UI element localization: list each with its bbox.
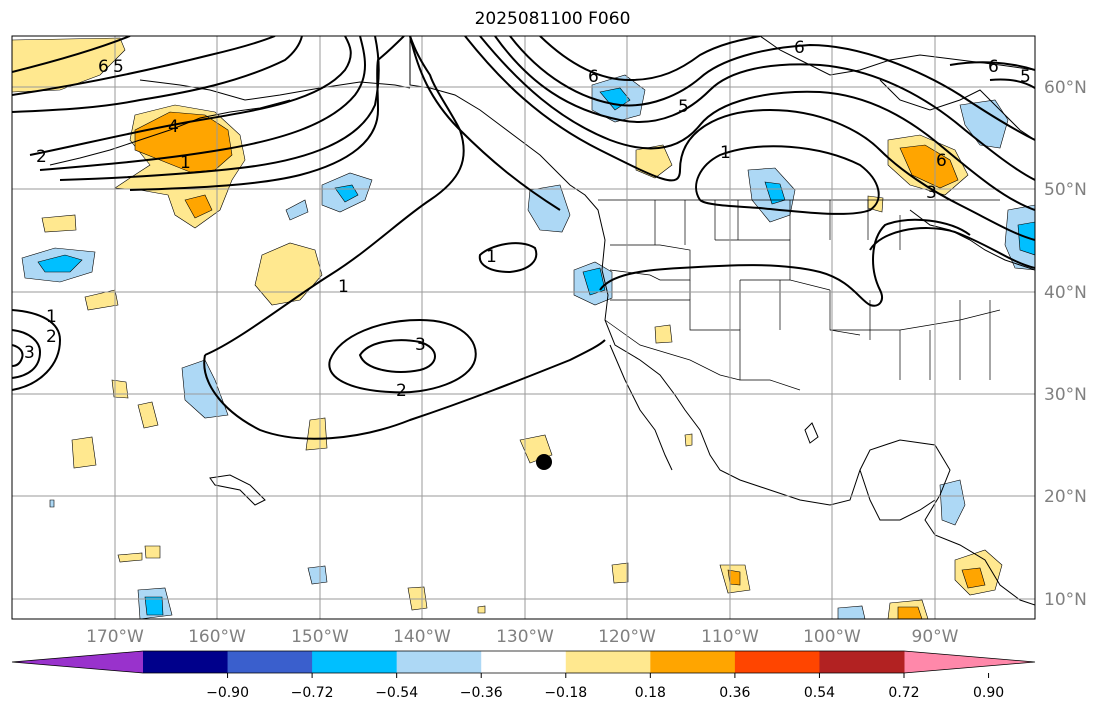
contour-label: 1 [338, 277, 349, 297]
contour-label: 6 [936, 151, 947, 171]
contour-lines [12, 36, 1035, 440]
contour-labels: 6 5 4 2 1 1 3 2 1 6 6 5 1 6 3 6 5 1 2 3 [24, 38, 1031, 401]
contour-label: 1 [720, 143, 731, 163]
lat-label: 60°N [1044, 78, 1087, 98]
storm-position-marker [536, 454, 552, 470]
colorbar-segment [734, 651, 820, 673]
lon-label: 110°W [701, 627, 759, 647]
latitude-labels: 60°N 50°N 40°N 30°N 20°N 10°N [1044, 78, 1087, 610]
lat-label: 20°N [1044, 487, 1087, 507]
map-area: 6 5 4 2 1 1 3 2 1 6 6 5 1 6 3 6 5 1 2 3 [12, 36, 1035, 619]
colorbar-tick-label: 0.90 [973, 685, 1004, 701]
colorbar-tick-label: 0.18 [635, 685, 666, 701]
contour-label: 3 [24, 343, 35, 363]
colorbar-segment [143, 651, 229, 673]
lon-label: 160°W [188, 627, 246, 647]
contour-label: 1 [486, 247, 497, 267]
map-title: 2025081100 F060 [474, 9, 631, 29]
contour-label: 6 [794, 38, 805, 58]
colorbar-segment [819, 651, 905, 673]
colorbar-tick-label: 0.36 [719, 685, 750, 701]
contour-label: 4 [168, 117, 179, 137]
contour-label: 3 [926, 183, 937, 203]
colorbar-tick-label: 0.54 [804, 685, 835, 701]
colorbar-tick-label: −0.36 [460, 685, 503, 701]
lat-label: 40°N [1044, 283, 1087, 303]
colorbar-tick-label: 0.72 [888, 685, 919, 701]
colorbar-segment [396, 651, 482, 673]
contour-label: 1 [46, 307, 57, 327]
colorbar-extend-max [904, 651, 1035, 673]
contour-label: 6 [988, 57, 999, 77]
colorbar-segment [650, 651, 736, 673]
colorbar-segment [227, 651, 313, 673]
longitude-labels: 170°W 160°W 150°W 140°W 130°W 120°W 110°… [86, 627, 959, 647]
colorbar-segment [565, 651, 651, 673]
contour-label: 3 [415, 335, 426, 355]
colorbar-tick-label: −0.54 [375, 685, 418, 701]
lon-label: 130°W [496, 627, 554, 647]
contour-label: 2 [36, 147, 47, 167]
map-frame [11, 35, 1036, 620]
contour-label: 2 [46, 327, 57, 347]
contour-label: 5 [1020, 67, 1031, 87]
contour-label: 5 [678, 97, 689, 117]
positive-anomaly-shading [12, 37, 1003, 619]
lon-label: 140°W [393, 627, 451, 647]
political-borders [598, 199, 1001, 391]
lat-label: 10°N [1044, 590, 1087, 610]
contour-label: 2 [396, 381, 407, 401]
contour-label: 1 [180, 153, 191, 173]
colorbar: −0.90 −0.72 −0.54 −0.36 −0.18 0.18 0.36 0.54 0.7… [11, 650, 1036, 701]
contour-label: 6 [588, 67, 599, 87]
colorbar-segment [312, 651, 398, 673]
colorbar-tick-label: −0.72 [291, 685, 334, 701]
colorbar-segment [481, 651, 567, 673]
lon-label: 170°W [86, 627, 144, 647]
contour-label: 5 [113, 57, 124, 77]
colorbar-extend-min [12, 651, 143, 673]
lon-label: 120°W [598, 627, 656, 647]
colorbar-tick-label: −0.18 [544, 685, 587, 701]
colorbar-tick-label: −0.90 [206, 685, 249, 701]
lat-label: 50°N [1044, 180, 1087, 200]
lon-label: 100°W [803, 627, 861, 647]
lon-label: 150°W [291, 627, 349, 647]
lat-label: 30°N [1044, 385, 1087, 405]
contour-label: 6 [98, 57, 109, 77]
lon-label: 90°W [912, 627, 959, 647]
colorbar-outline [11, 650, 1036, 674]
